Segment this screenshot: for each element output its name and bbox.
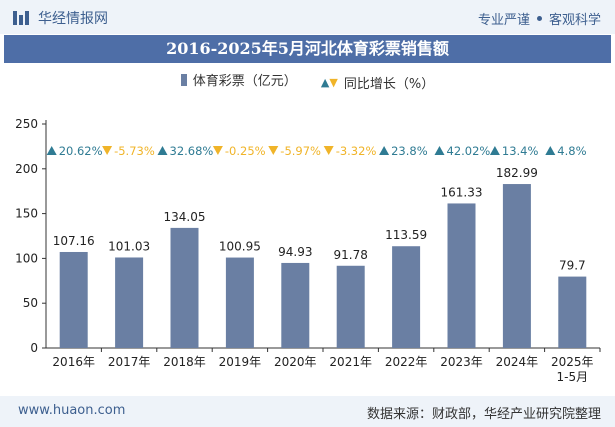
brand: 华经情报网 — [12, 8, 108, 28]
y-tick-label: 0 — [30, 341, 38, 355]
growth-label: -0.25% — [225, 144, 266, 158]
chart-title: 2016-2025年5月河北体育彩票销售额 — [4, 35, 611, 63]
growth-label: 32.68% — [170, 144, 214, 158]
footer-bar: www.huaon.com 数据来源：财政部，华经产业研究院整理 — [0, 396, 615, 427]
growth-up-marker — [46, 146, 57, 155]
y-tick-label: 250 — [15, 117, 38, 131]
legend-sales-label: 体育彩票（亿元） — [192, 74, 297, 89]
growth-label: 23.8% — [391, 144, 428, 158]
growth-up-marker — [434, 146, 445, 155]
x-tick-label: 1-5月 — [556, 370, 588, 384]
bar-value-label: 113.59 — [385, 228, 427, 242]
growth-up-marker — [157, 146, 168, 155]
bar-value-label: 182.99 — [496, 166, 538, 180]
growth-label: 20.62% — [59, 144, 103, 158]
chart-legend: 体育彩票（亿元） ▲ ▼ 同比增长（%） — [0, 70, 615, 92]
x-tick-label: 2022年 — [385, 355, 428, 369]
bar — [225, 257, 254, 348]
x-tick-label: 2017年 — [108, 355, 151, 369]
bar — [170, 227, 199, 348]
legend-growth-label: 同比增长（%） — [343, 76, 435, 92]
bar — [336, 265, 365, 348]
bar-value-label: 134.05 — [164, 210, 206, 224]
x-tick-label: 2020年 — [274, 355, 317, 369]
bar-swatch-icon — [180, 73, 187, 86]
triangle-down-icon: ▼ — [329, 75, 338, 89]
triangle-up-icon: ▲ — [320, 75, 330, 89]
growth-down-marker — [102, 146, 113, 155]
footer-url: www.huaon.com — [18, 403, 126, 418]
growth-label: 42.02% — [447, 144, 491, 158]
bar-value-label: 161.33 — [441, 185, 483, 199]
x-tick-label: 2024年 — [496, 355, 539, 369]
growth-label: -5.97% — [280, 144, 321, 158]
brand-name: 华经情报网 — [38, 11, 108, 27]
bar-value-label: 100.95 — [219, 240, 261, 254]
y-tick-label: 150 — [15, 207, 38, 221]
x-tick-label: 2018年 — [163, 355, 206, 369]
bar-value-label: 94.93 — [278, 245, 312, 259]
huajing-logo-icon — [13, 11, 29, 25]
growth-label: -3.32% — [336, 144, 377, 158]
bar — [447, 203, 476, 348]
y-tick-label: 200 — [15, 162, 38, 176]
tagline-objective: 客观科学 — [548, 13, 601, 28]
bar-value-label: 91.78 — [334, 248, 368, 262]
legend-item-sales: 体育彩票（亿元） — [180, 70, 297, 89]
tagline: 专业严谨 客观科学 — [478, 9, 601, 28]
bar — [392, 246, 421, 348]
bar — [281, 262, 310, 348]
growth-label: 13.4% — [502, 144, 539, 158]
growth-up-marker — [379, 146, 390, 155]
bar-chart: 0 50 100 150 200 250 107.16 2016年 20.62% 101.03 20… — [15, 117, 601, 384]
growth-label: 4.8% — [557, 144, 586, 158]
bar-value-label: 101.03 — [108, 239, 150, 253]
y-tick-label: 100 — [15, 251, 38, 265]
x-tick-label: 2021年 — [329, 355, 372, 369]
x-tick-label: 2023年 — [440, 355, 483, 369]
x-tick-label: 2025年 — [551, 355, 594, 369]
bar — [59, 251, 88, 348]
x-tick-label: 2016年 — [52, 355, 95, 369]
y-tick-label: 50 — [23, 296, 38, 310]
footer-source: 数据来源：财政部，华经产业研究院整理 — [366, 407, 601, 422]
growth-up-marker — [489, 146, 500, 155]
bar — [502, 184, 531, 348]
dot-separator-icon — [536, 16, 542, 21]
growth-down-marker — [212, 146, 223, 155]
legend-item-growth: ▲ ▼ 同比增长（%） — [321, 73, 434, 92]
header-bar: 华经情报网 专业严谨 客观科学 — [0, 0, 615, 34]
bar — [558, 276, 587, 348]
bar — [115, 257, 144, 348]
growth-label: -5.73% — [114, 144, 155, 158]
bar-value-label: 79.7 — [559, 259, 586, 273]
tagline-professional: 专业严谨 — [477, 13, 530, 28]
bar-value-label: 107.16 — [53, 234, 95, 248]
growth-down-marker — [323, 146, 334, 155]
growth-up-marker — [545, 146, 556, 155]
growth-down-marker — [268, 146, 279, 155]
x-tick-label: 2019年 — [219, 355, 262, 369]
